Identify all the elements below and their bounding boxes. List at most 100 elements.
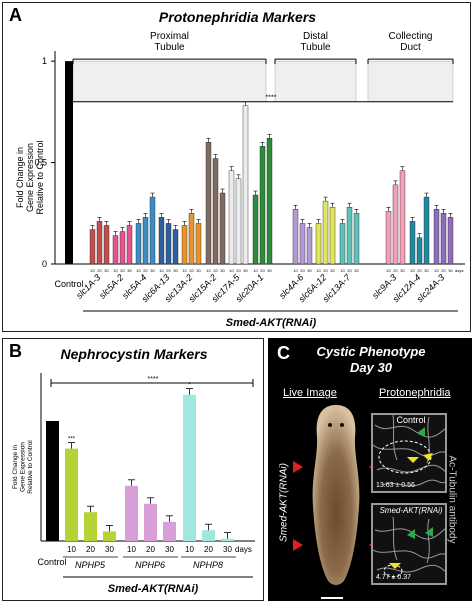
scale-bar: [321, 597, 343, 599]
x-timepoint-label: 10: [136, 268, 141, 273]
x-timepoint-label: 20: [97, 268, 102, 273]
bar-slc13A-7-20: [346, 206, 353, 265]
y-tick-label: 1: [42, 56, 47, 66]
x-timepoint-label: 10: [67, 545, 76, 554]
x-timepoint-label: 30: [173, 268, 178, 273]
planarian-live-image: [293, 405, 379, 599]
x-label-control: Control: [37, 557, 66, 567]
panel-c-title-line2: Day 30: [350, 360, 392, 375]
segment-label: Tubule: [300, 42, 331, 53]
bar-slc20A-1-10: [252, 194, 259, 265]
x-timepoint-label: 20: [189, 268, 194, 273]
bar-slc15A-2-10: [205, 142, 212, 265]
bar-control: [46, 421, 59, 541]
bar-NPHP8-20: [202, 530, 215, 541]
bar-slc13A-2-20: [188, 213, 195, 265]
y-axis-label: Fold Change inGene ExpressionRelative to…: [12, 440, 34, 494]
bar-slc6A-13-10: [158, 217, 165, 265]
bar-slc4A-6-20: [299, 223, 306, 265]
x-label-gene: NPHP8: [193, 560, 223, 570]
bar-NPHP6-30: [163, 521, 176, 541]
x-timepoint-label: 10: [340, 268, 345, 273]
bar-slc1A-3-30: [103, 225, 110, 265]
bar-slc17A-5-10: [228, 170, 235, 265]
bar-significance-mark: *: [188, 383, 191, 389]
arrowhead-red-3: [293, 539, 303, 551]
segment-band-2: [274, 60, 357, 102]
x-timepoint-label: 30: [223, 545, 232, 554]
x-timepoint-label: 10: [127, 545, 136, 554]
x-timepoint-label: 20: [236, 268, 241, 273]
chart-b: Fold Change inGene ExpressionRelative to…: [12, 373, 255, 595]
live-image-header: Live Image: [283, 387, 337, 399]
y-tick-label: 0.5: [34, 158, 47, 168]
protonephridia-header: Protonephridia: [379, 387, 451, 399]
x-label-gene: slc5A-2: [97, 272, 125, 300]
x-timepoint-label: 10: [293, 268, 298, 273]
x-timepoint-label: 10: [386, 268, 391, 273]
x-timepoint-label: 20: [260, 268, 265, 273]
bar-slc5A-2-20: [119, 231, 126, 265]
x-timepoint-label: 10: [90, 268, 95, 273]
bar-slc12A-4-30: [423, 196, 430, 265]
x-timepoint-label: 30: [243, 268, 248, 273]
bar-slc5A-4-10: [135, 223, 142, 265]
x-timepoint-label: 20: [441, 268, 446, 273]
segment-label: Collecting: [389, 31, 433, 42]
x-timepoint-label: 10: [159, 268, 164, 273]
panel-b-label: B: [9, 341, 22, 361]
x-label-control: Control: [54, 279, 83, 289]
x-timepoint-label: 10: [182, 268, 187, 273]
bar-slc13A-7-10: [339, 223, 346, 265]
x-timepoint-label: 30: [267, 268, 272, 273]
bar-slc1A-3-20: [96, 221, 103, 265]
x-timepoint-label: 20: [300, 268, 305, 273]
panel-c-label: C: [277, 343, 290, 363]
bar-slc4A-6-10: [292, 209, 299, 265]
y-axis-label: Fold Change inGene ExpressionRelative to…: [15, 140, 45, 214]
panel-a: A Protonephridia Markers Proximal Tubule D…: [2, 2, 471, 332]
bar-slc1A-3-10: [89, 229, 96, 265]
segment-label: Duct: [400, 42, 421, 53]
x-timepoint-label: 20: [213, 268, 218, 273]
x-timepoint-label: 30: [354, 268, 359, 273]
panel-a-label: A: [9, 5, 22, 25]
rnai-micrograph-label: Smed-AKT(RNAi): [379, 506, 443, 515]
antibody-label: Ac-Tubulin antibody: [446, 455, 458, 544]
x-timepoint-label: 20: [393, 268, 398, 273]
bar-NPHP5-10: [65, 448, 78, 541]
bar-slc24A-3-20: [440, 213, 447, 265]
bar-NPHP6-20: [144, 503, 157, 541]
bar-slc24A-3-30: [447, 217, 454, 265]
x-timepoint-label: 30: [424, 268, 429, 273]
treatment-label: Smed-AKT(RNAi): [108, 583, 199, 595]
x-timepoint-label: 10: [206, 268, 211, 273]
bar-slc13A-2-30: [195, 223, 202, 265]
bar-slc9A-3-10: [385, 211, 392, 265]
bar-slc12A-4-10: [409, 221, 416, 265]
segment-band-3: [367, 60, 454, 102]
bar-slc6A-12-30: [329, 206, 336, 265]
x-timepoint-label: 30: [150, 268, 155, 273]
panel-b: B Nephrocystin Markers Fold Change inGen…: [2, 338, 264, 601]
segment-label: Distal: [303, 31, 328, 42]
bar-slc4A-6-30: [306, 227, 313, 265]
x-timepoint-label: 20: [417, 268, 422, 273]
bar-slc6A-13-20: [165, 223, 172, 265]
bar-slc9A-3-20: [392, 184, 399, 265]
bar-slc12A-4-20: [416, 237, 423, 265]
x-timepoint-label: 30: [196, 268, 201, 273]
bar-slc6A-12-20: [322, 200, 329, 265]
x-timepoint-label: 10: [113, 268, 118, 273]
y-tick-label: 0: [42, 259, 47, 269]
x-timepoint-label: 20: [143, 268, 148, 273]
x-timepoint-label: 30: [307, 268, 312, 273]
x-timepoint-label: 20: [86, 545, 95, 554]
panel-c-title-line1: Cystic Phenotype: [316, 344, 426, 359]
bar-slc15A-2-20: [212, 158, 219, 265]
treatment-label: Smed-AKT(RNAi): [226, 317, 317, 329]
x-timepoint-label: 20: [204, 545, 213, 554]
x-timepoint-label: 30: [400, 268, 405, 273]
x-timepoint-label: 30: [220, 268, 225, 273]
days-label: days: [235, 545, 252, 554]
